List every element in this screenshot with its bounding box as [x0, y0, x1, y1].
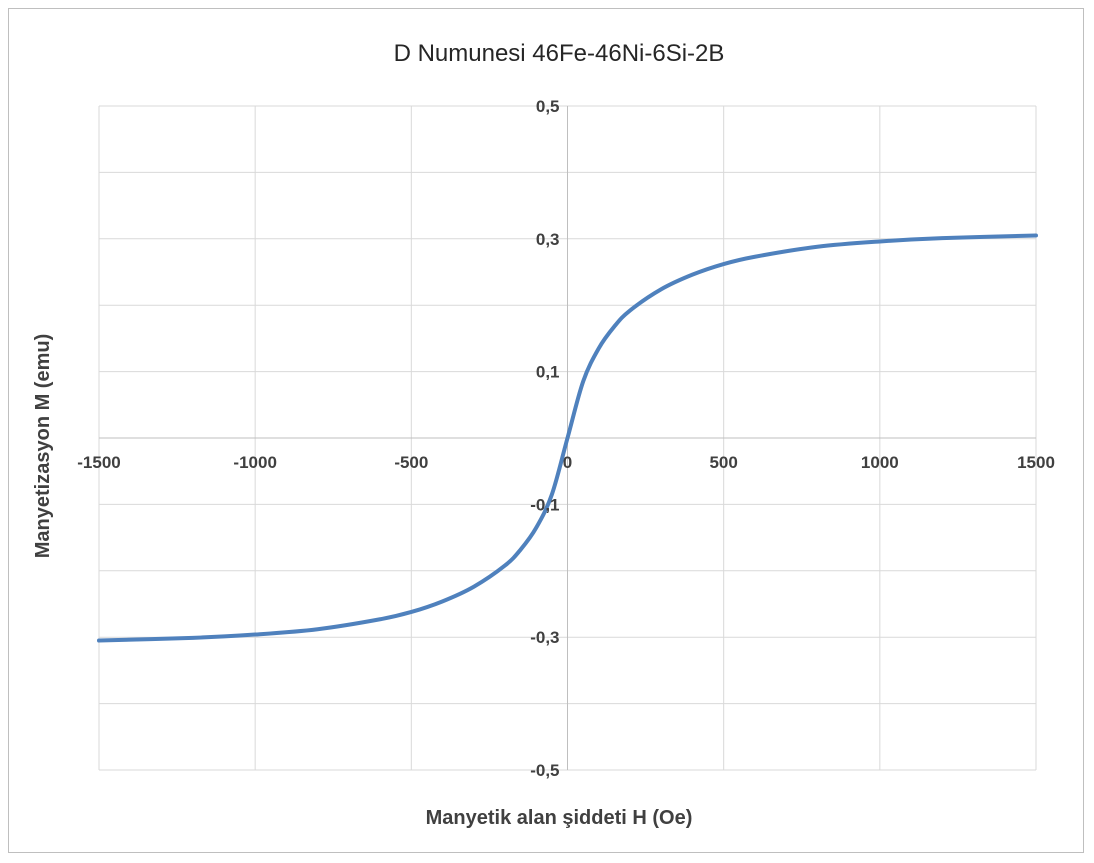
x-tick-label: -1000: [233, 453, 276, 472]
y-tick-label: 0,5: [536, 97, 560, 116]
x-tick-label: 0: [563, 453, 572, 472]
x-axis-title: Manyetik alan şiddeti H (Oe): [426, 807, 693, 829]
y-tick-label: -0,1: [530, 495, 559, 514]
series-layer: [97, 233, 1038, 643]
chart-title: D Numunesi 46Fe-46Ni-6Si-2B: [394, 40, 725, 67]
y-tick-label: -0,5: [530, 761, 559, 780]
y-axis-title: Manyetizasyon M (emu): [32, 334, 54, 558]
x-tick-label: 1000: [861, 453, 899, 472]
y-tick-label: 0,3: [536, 230, 560, 249]
tick-label-layer: -1500 -1000 -500 0 500 1000 1500 -0,5 -0,3 -0,1 0,…: [77, 97, 1055, 780]
y-tick-label: -0,3: [530, 628, 559, 647]
chart-svg: D Numunesi 46Fe-46Ni-6Si-2B -1500 -1000 -5…: [32, 40, 1055, 829]
x-tick-label: -500: [394, 453, 428, 472]
x-tick-label: 500: [709, 453, 737, 472]
chart-frame: D Numunesi 46Fe-46Ni-6Si-2B -1500 -1000 -5…: [8, 8, 1084, 853]
x-tick-label: -1500: [77, 453, 120, 472]
x-tick-label: 1500: [1017, 453, 1055, 472]
y-tick-label: 0,1: [536, 363, 560, 382]
magnetization-curve: [97, 233, 1038, 643]
